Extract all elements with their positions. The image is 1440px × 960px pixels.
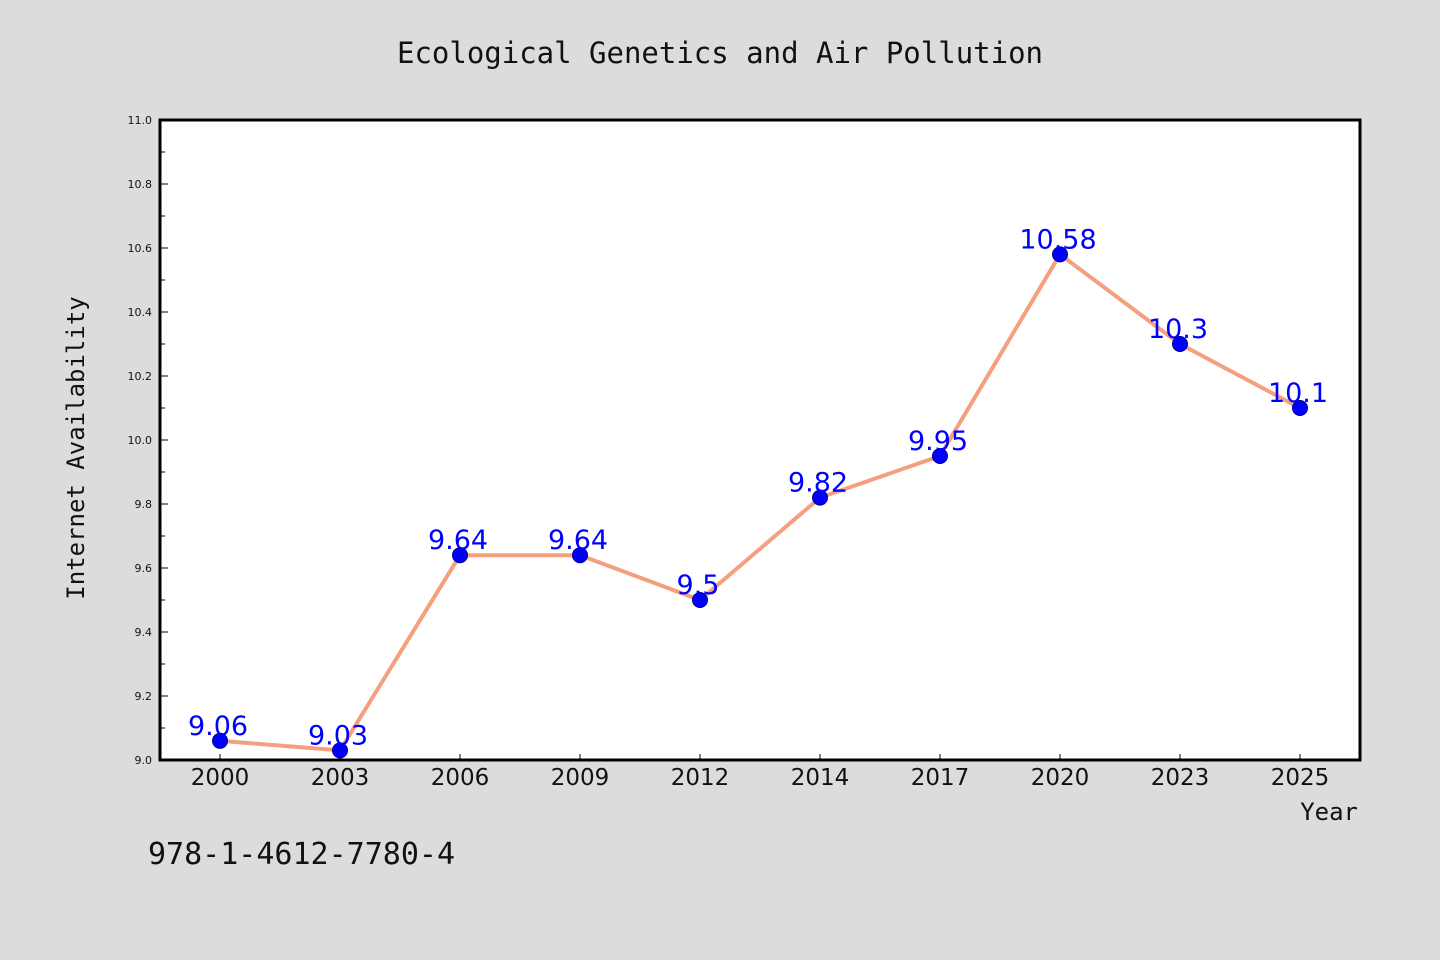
data-point xyxy=(212,732,228,749)
data-point xyxy=(692,592,708,608)
x-tick-label: 2003 xyxy=(311,765,370,791)
y-tick-label: 9.0 xyxy=(135,754,153,767)
y-tick-label: 10.2 xyxy=(128,370,153,383)
y-tick-label: 9.6 xyxy=(135,562,153,575)
y-tick-label: 11.0 xyxy=(128,114,153,127)
data-label: 9.82 xyxy=(788,468,848,499)
data-point xyxy=(932,448,948,464)
data-point xyxy=(1172,336,1188,352)
data-label: 9.95 xyxy=(908,426,968,457)
x-tick-label: 2020 xyxy=(1031,765,1090,791)
x-tick-label: 2009 xyxy=(551,765,610,791)
data-point xyxy=(452,547,468,564)
series-line-group xyxy=(219,252,1301,753)
data-label: 9.64 xyxy=(428,525,488,556)
plot-frame xyxy=(158,118,1362,762)
data-markers xyxy=(212,246,1308,759)
y-tick-label: 10.0 xyxy=(128,434,153,447)
y-tick-label: 9.2 xyxy=(135,690,153,703)
x-tick-label: 2014 xyxy=(791,765,850,791)
x-tick-label: 2000 xyxy=(191,765,250,791)
data-point xyxy=(1292,400,1308,416)
isbn-text: 978-1-4612-7780-4 xyxy=(148,837,455,872)
data-label: 10.1 xyxy=(1268,378,1328,409)
x-tick-label: 2017 xyxy=(911,765,970,791)
x-tick-label: 2012 xyxy=(671,765,730,791)
x-axis-ticks: 2000 2003 2006 2009 2012 2014 2017 2020 2023 2025 xyxy=(191,754,1330,791)
data-label: 9.64 xyxy=(548,525,608,556)
data-label: 9.03 xyxy=(308,720,368,751)
data-point xyxy=(812,489,828,506)
data-labels: 9.06 9.03 9.64 9.64 9.5 9.82 9.95 10.58 10.3 10.1 xyxy=(188,224,1328,751)
x-tick-label: 2006 xyxy=(431,765,490,791)
y-axis-ticks: 9.0 9.2 9.4 9.6 9.8 10.0 10.2 10.4 10.6 10.8 11.0 xyxy=(128,114,168,767)
x-tick-label: 2025 xyxy=(1271,765,1330,791)
data-point xyxy=(332,742,348,759)
data-label: 10.3 xyxy=(1148,314,1208,345)
y-axis-label: Internet Availability xyxy=(62,296,90,599)
data-label: 9.5 xyxy=(677,570,720,601)
plot-area xyxy=(160,120,1360,760)
x-tick-label: 2023 xyxy=(1151,765,1210,791)
chart-title: Ecological Genetics and Air Pollution xyxy=(397,36,1043,70)
data-label: 9.06 xyxy=(188,711,248,742)
y-tick-label: 9.8 xyxy=(135,498,153,511)
y-tick-label: 10.6 xyxy=(128,242,153,255)
x-axis-label: Year xyxy=(1300,798,1358,826)
series-line xyxy=(219,252,1301,753)
y-tick-label: 10.4 xyxy=(128,306,153,319)
data-point xyxy=(1052,246,1068,263)
y-tick-label: 10.8 xyxy=(128,178,153,191)
data-label: 10.58 xyxy=(1019,224,1096,255)
y-tick-label: 9.4 xyxy=(135,626,153,639)
data-point xyxy=(572,547,588,564)
